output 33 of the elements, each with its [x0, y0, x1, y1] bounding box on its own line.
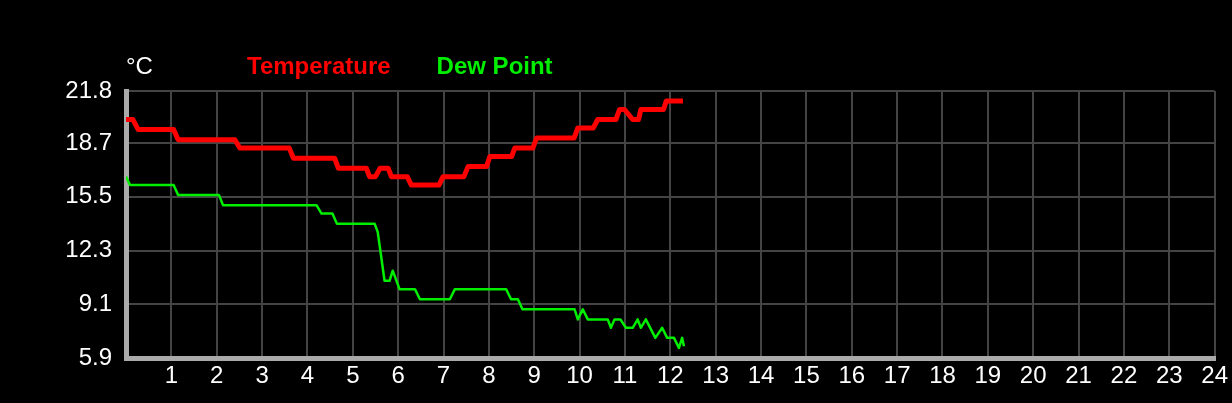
x-tick-label: 20 [1019, 361, 1047, 389]
x-tick-label: 23 [1155, 361, 1183, 389]
x-tick-label: 10 [566, 361, 593, 389]
text: Dew Point [436, 51, 553, 79]
x-tick-label: 24 [1201, 361, 1228, 389]
x-tick-label: 17 [883, 361, 911, 389]
y-tick-label: 9.1 [78, 288, 112, 316]
x-tick-label: 22 [1110, 361, 1138, 389]
x-tick-label: 18 [929, 361, 956, 389]
x-tick-label: 3 [255, 361, 269, 389]
x-tick-label: 1 [164, 361, 179, 389]
x-tick-label: 2 [210, 361, 224, 389]
x-tick-label: 6 [391, 361, 405, 389]
x-tick-label: 7 [436, 361, 451, 389]
x-tick-label: 19 [974, 361, 1002, 389]
x-tick-label: 21 [1065, 361, 1092, 389]
x-tick-label: 15 [793, 361, 820, 389]
x-tick-label: 14 [747, 361, 775, 389]
x-tick-label: 12 [656, 361, 684, 389]
text: Temperature [247, 51, 391, 79]
x-tick-label: 16 [838, 361, 866, 389]
y-tick-label: 18.7 [65, 127, 112, 155]
y-tick-label: 12.3 [65, 235, 112, 263]
x-tick-label: 5 [346, 361, 360, 389]
y-tick-label: 5.9 [78, 342, 112, 370]
x-tick-label: 8 [482, 361, 496, 389]
x-tick-label: 11 [612, 361, 638, 389]
x-tick-label: 9 [527, 361, 541, 389]
y-tick-label: 15.5 [65, 181, 112, 209]
y-axis-title: °C [126, 51, 153, 79]
x-tick-label: 4 [300, 361, 315, 389]
y-tick-label: 21.8 [65, 75, 112, 103]
x-tick-label: 13 [702, 361, 730, 389]
